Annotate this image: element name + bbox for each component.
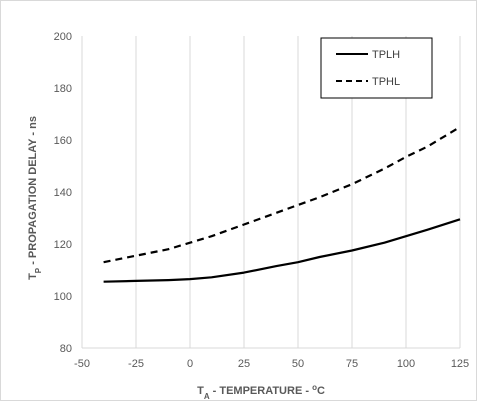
x-tick-label: -25 — [128, 358, 144, 370]
series-line-tplh — [103, 218, 461, 283]
y-tick-label: 180 — [54, 83, 72, 95]
series-line-tphl — [103, 126, 461, 264]
y-tick-labels: 80 100 120 140 160 180 200 — [54, 31, 72, 355]
x-tick-label: -50 — [74, 358, 90, 370]
y-tick-label: 80 — [60, 343, 72, 355]
y-tick-label: 120 — [54, 239, 72, 251]
legend-label-tplh: TPLH — [372, 49, 400, 61]
y-tick-label: 100 — [54, 291, 72, 303]
legend: TPLH TPHL — [320, 37, 433, 99]
x-tick-label: 125 — [451, 358, 469, 370]
x-tick-label: 50 — [292, 358, 304, 370]
y-tick-label: 140 — [54, 187, 72, 199]
y-axis-title: TP - PROPAGATION DELAY - ns — [27, 116, 43, 280]
x-tick-label: 0 — [187, 358, 193, 370]
legend-box — [320, 37, 433, 99]
x-tick-label: 75 — [346, 358, 358, 370]
series-layer — [103, 126, 461, 283]
legend-label-tphl: TPHL — [372, 76, 400, 88]
x-tick-label: 25 — [238, 358, 250, 370]
x-tick-label: 100 — [397, 358, 415, 370]
y-tick-label: 200 — [54, 31, 72, 43]
x-tick-labels: -50 -25 0 25 50 75 100 125 — [74, 358, 469, 370]
vertical-grid — [81, 36, 461, 348]
y-tick-label: 160 — [54, 135, 72, 147]
x-axis-title: TA - TEMPERATURE - oC — [197, 383, 325, 401]
